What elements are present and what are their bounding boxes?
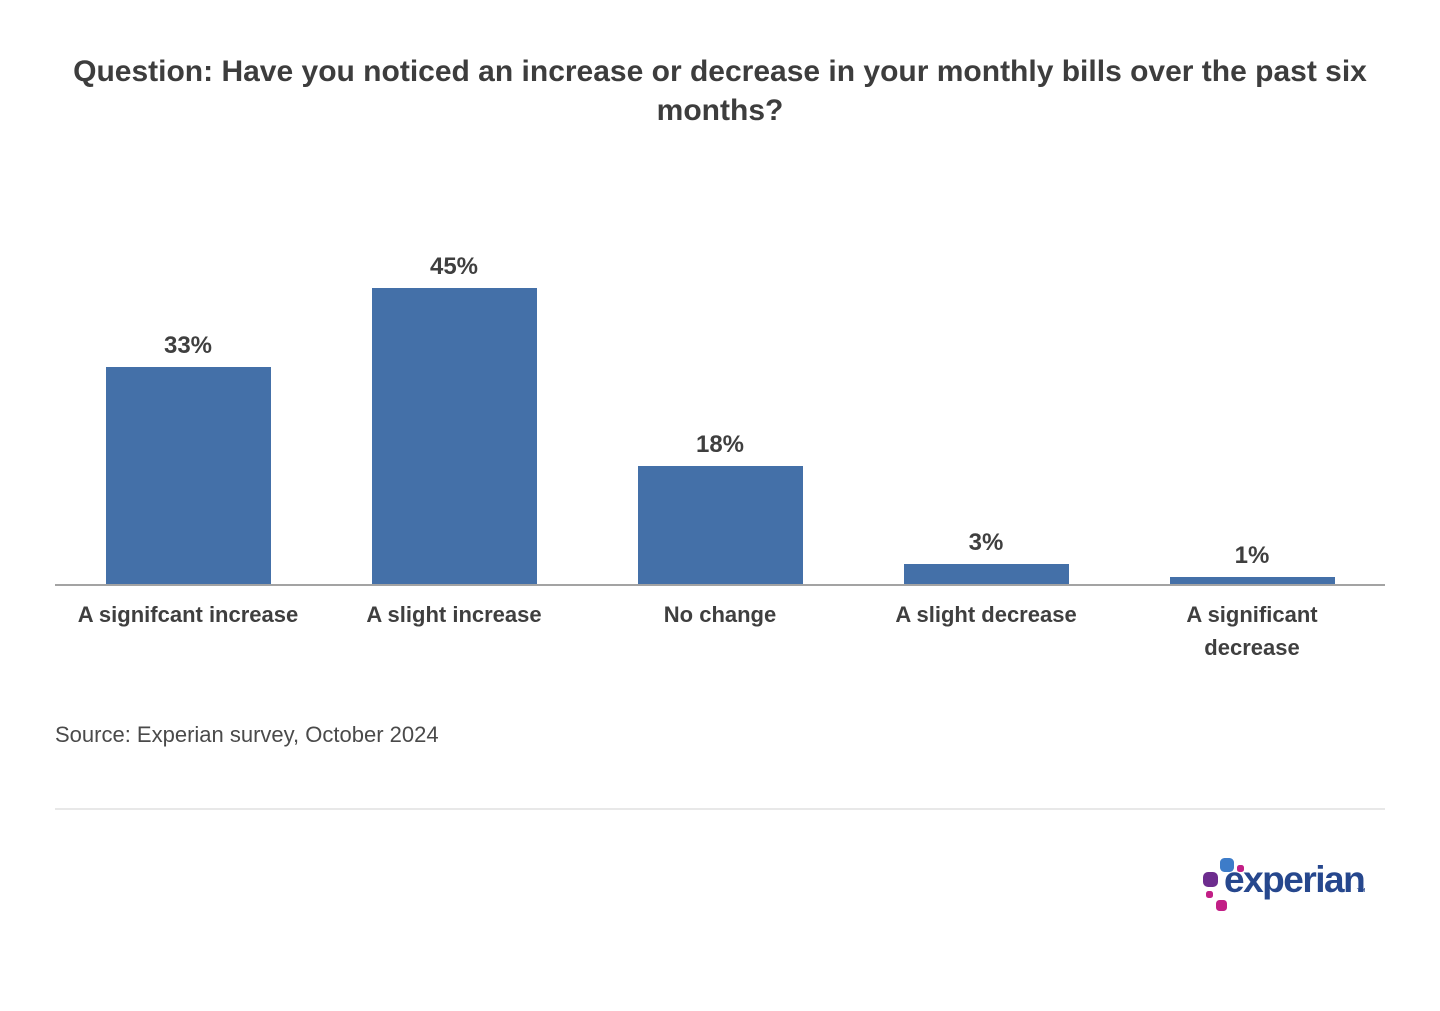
divider-line [55,808,1385,810]
page-title: Question: Have you noticed an increase o… [73,55,1367,127]
bar-column: 18% [587,431,853,584]
logo-magenta-square-icon [1216,900,1227,911]
bar-column: 45% [321,253,587,584]
bar [1169,577,1335,584]
logo-magenta-dot-icon [1206,891,1213,898]
bar-column: 1% [1119,542,1385,584]
plot-area: 33% 45% 18% 3% 1% [55,130,1385,586]
logo-purple-square-icon [1203,872,1218,887]
bar [903,564,1069,584]
category-label: A slight increase [366,602,542,627]
value-label: 1% [1234,542,1270,569]
bar-column: 33% [55,332,321,584]
value-label: 45% [429,253,479,280]
logo-blue-square-icon [1220,858,1234,872]
experian-logo: experian ™ [1200,853,1375,915]
category-label: A signifcant increase [77,602,299,627]
value-label: 18% [695,431,745,458]
value-label: 33% [163,332,213,359]
bar [637,466,803,584]
logo-text: experian [1224,859,1366,900]
value-label: 3% [968,529,1004,556]
bar-chart: 33% 45% 18% 3% 1% A signifcant increase A sli… [0,130,1440,664]
logo-trademark: ™ [1356,887,1366,898]
bar-column: 3% [853,529,1119,584]
bar [371,288,537,584]
category-label: A significant decrease [1186,602,1318,660]
category-label: A slight decrease [895,602,1077,627]
logo-magenta-small-icon [1237,865,1244,872]
category-labels: A signifcant increase A slight increase No… [55,586,1385,664]
source-note: Source: Experian survey, October 2024 [55,722,439,747]
category-label: No change [663,602,777,627]
bar [105,367,271,584]
